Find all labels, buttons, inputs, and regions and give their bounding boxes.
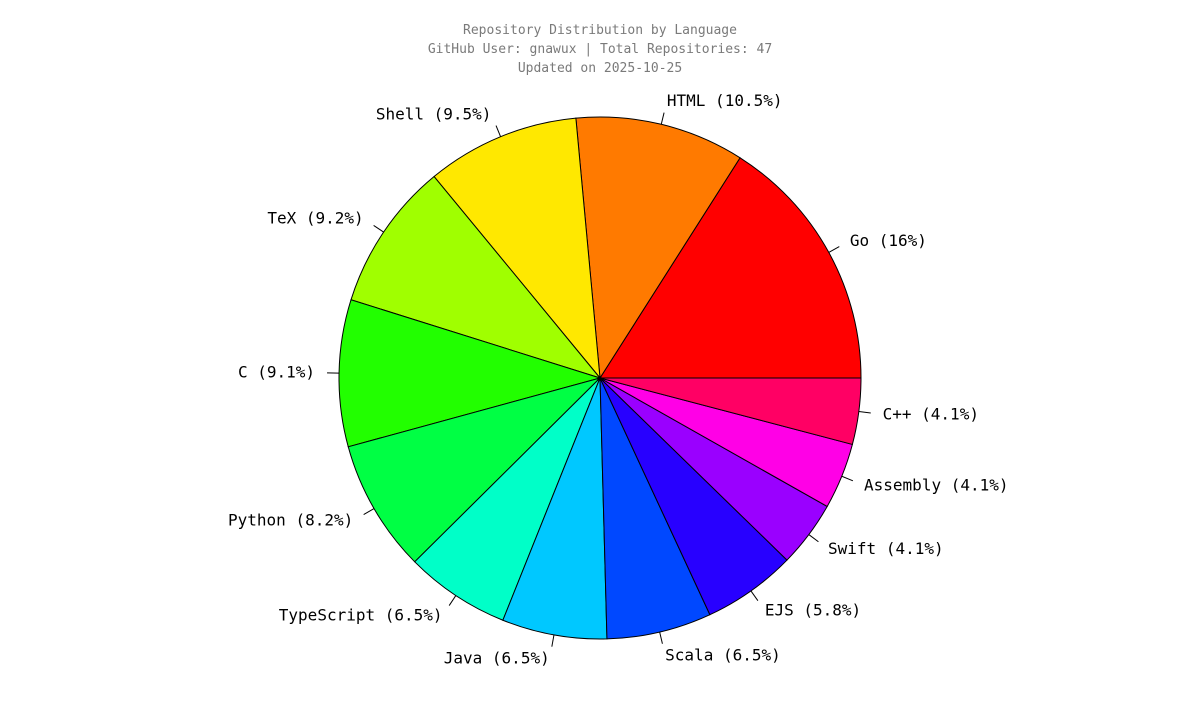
pie-leader-line — [363, 508, 375, 516]
pie-slice-label: TeX (9.2%) — [267, 209, 363, 228]
pie-leader-line — [448, 595, 457, 606]
chart-title: Repository Distribution by Language — [463, 23, 737, 38]
chart-subtitle: GitHub User: gnawux | Total Repositories… — [428, 42, 772, 57]
pie-slice-label: Java (6.5%) — [444, 649, 550, 668]
pie-leader-line — [551, 634, 555, 647]
pie-labels: Go (16%) HTML (10.5%) Shell (9.5%) TeX (9.2… — [228, 91, 1009, 668]
pie-slice-label: Go (16%) — [850, 231, 927, 250]
pie-slice-label: C (9.1%) — [238, 363, 315, 382]
pie-slices — [338, 116, 862, 640]
pie-slice-label: Scala (6.5%) — [665, 645, 781, 664]
pie-slice-shell — [433, 117, 601, 380]
pie-leader-line — [858, 410, 871, 414]
pie-slice-label: Shell (9.5%) — [376, 104, 492, 123]
pie-leader-line — [828, 246, 840, 253]
pie-leader-line — [808, 534, 819, 543]
pie-slice-label: HTML (10.5%) — [667, 91, 783, 110]
pie-leader-line — [660, 112, 665, 125]
pie-slice-label: Assembly (4.1%) — [864, 475, 1009, 494]
pie-leader-line — [495, 125, 502, 137]
pie-leader-line — [659, 631, 663, 644]
pie-slice-label: TypeScript (6.5%) — [279, 606, 443, 625]
pie-leader-line — [373, 224, 384, 233]
pie-leader-line — [750, 590, 759, 601]
pie-slice-label: EJS (5.8%) — [765, 601, 861, 620]
pie-slice-label: Swift (4.1%) — [828, 539, 944, 558]
pie-slice-c — [599, 377, 862, 446]
pie-slice-label: C++ (4.1%) — [883, 405, 979, 424]
chart-updated-date: Updated on 2025-10-25 — [518, 61, 682, 76]
pie-slice-label: Python (8.2%) — [228, 511, 353, 530]
pie-slice-html — [575, 116, 741, 380]
pie-leader-line — [841, 475, 854, 482]
